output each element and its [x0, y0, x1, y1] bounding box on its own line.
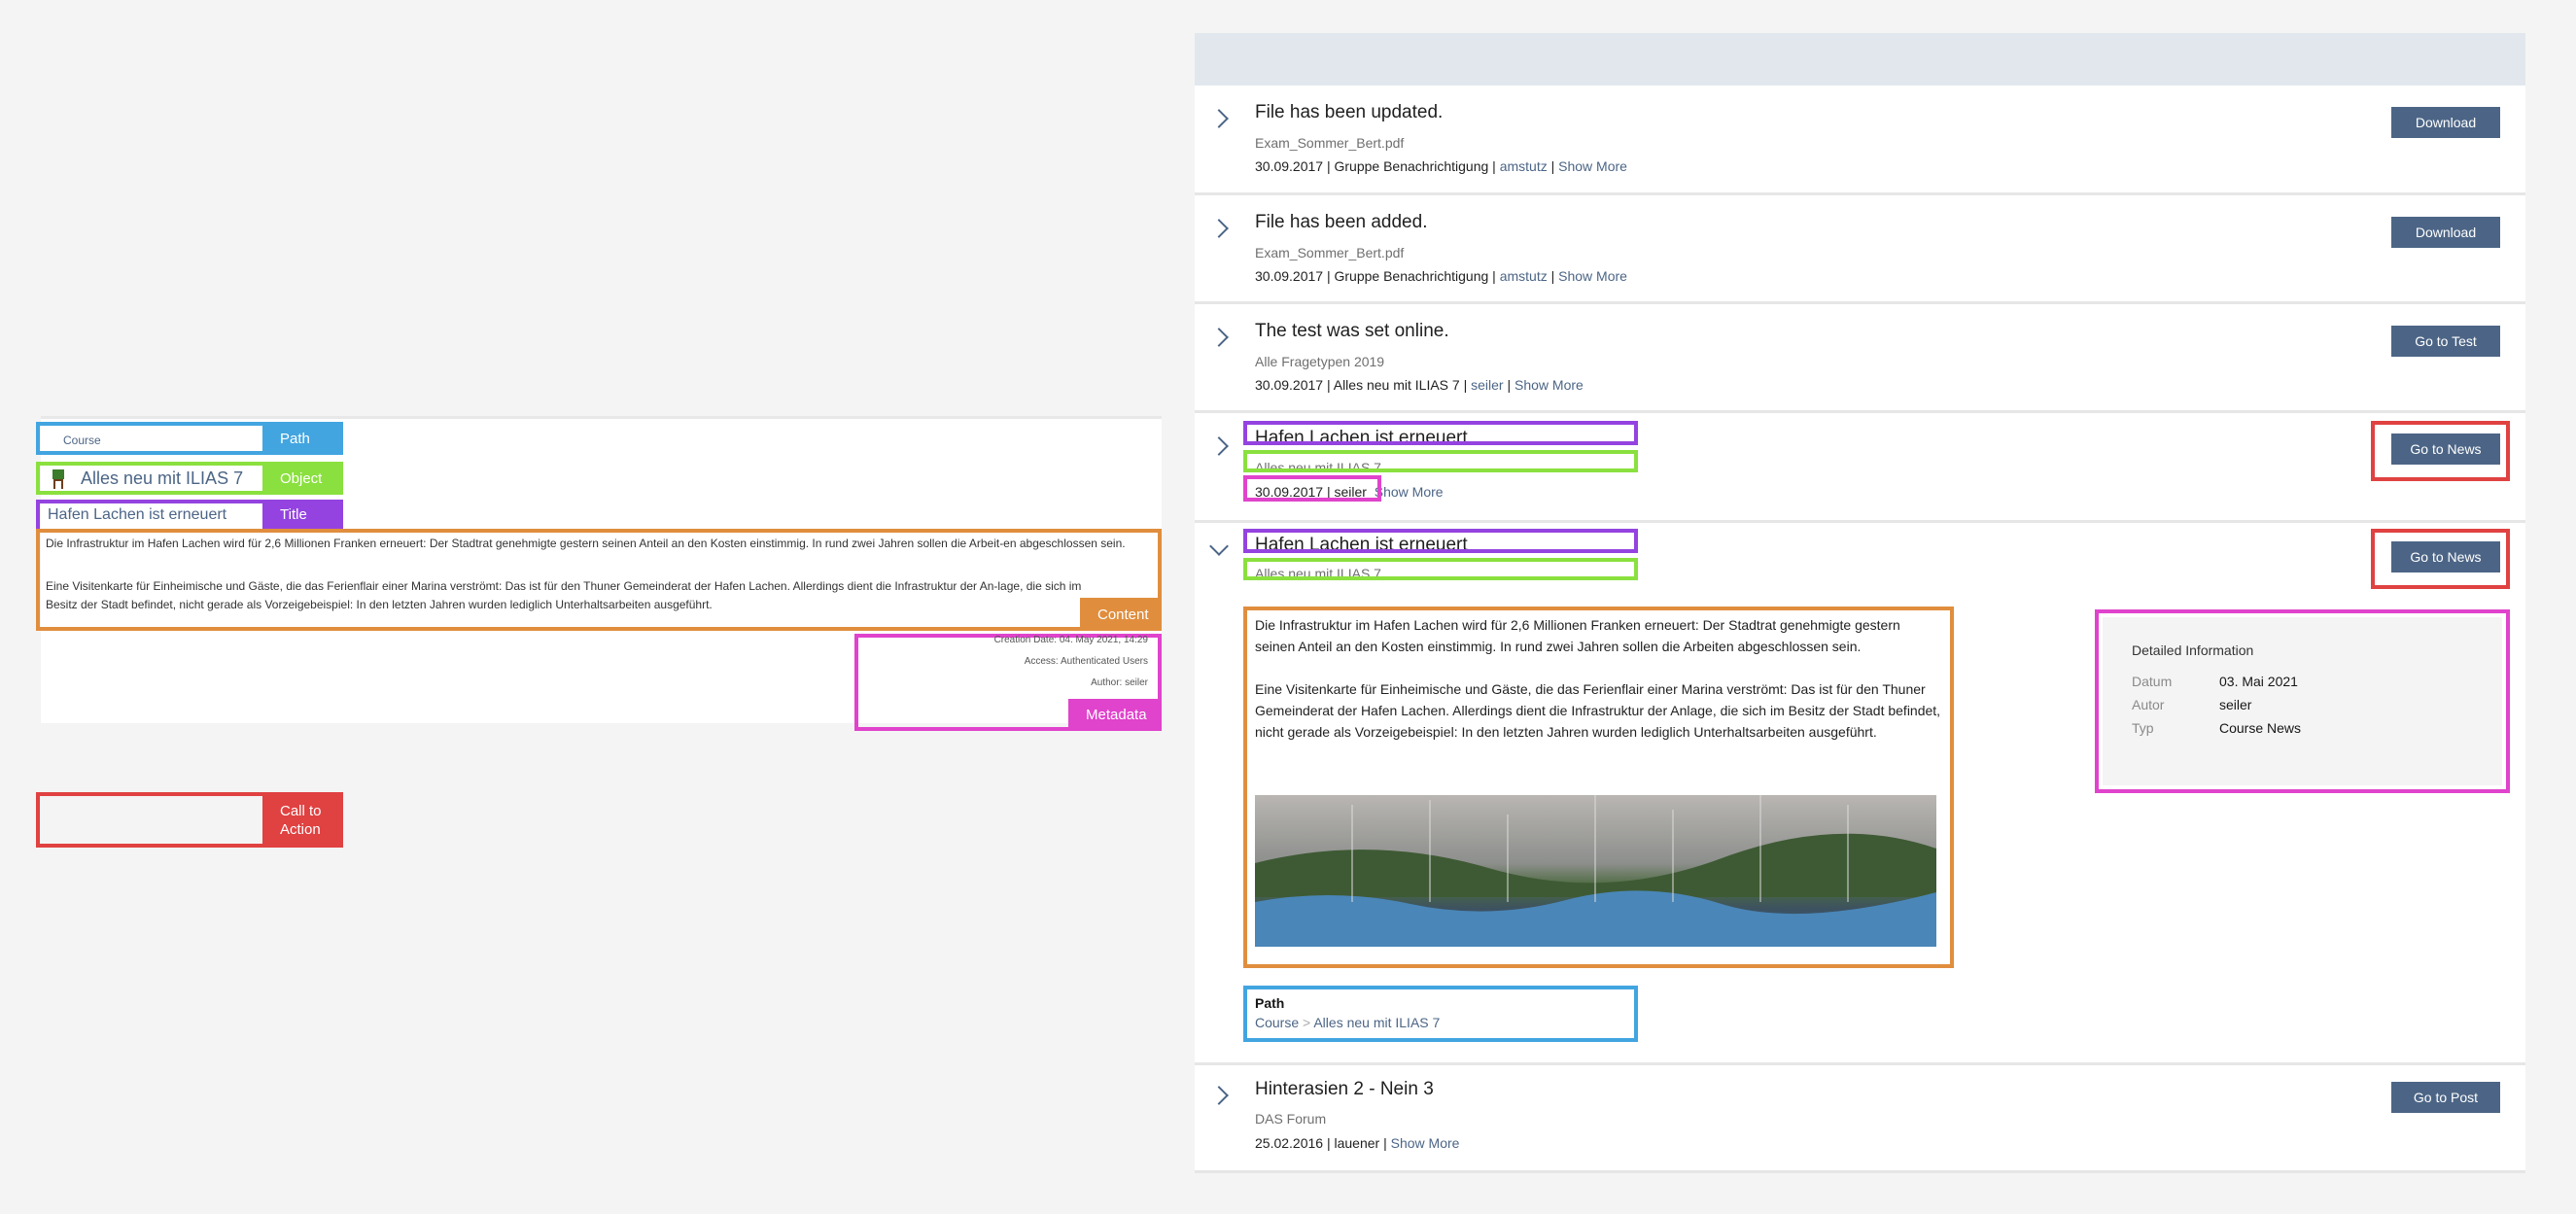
- content-tag: Content: [1080, 598, 1162, 631]
- content-paragraph-1: Die Infrastruktur im Hafen Lachen wird f…: [46, 537, 1126, 550]
- item-author[interactable]: amstutz: [1499, 158, 1548, 174]
- detail-value: Course News: [2219, 720, 2302, 736]
- details-heading: Detailed Information: [2132, 642, 2254, 658]
- item-subtitle: DAS Forum: [1255, 1111, 1327, 1127]
- breadcrumb-object[interactable]: Alles neu mit ILIAS 7: [1313, 1015, 1441, 1030]
- path-label: Path: [1255, 995, 1285, 1011]
- list-item[interactable]: Hinterasien 2 - Nein 3 DAS Forum 25.02.2…: [1195, 1065, 2525, 1173]
- item-date: 30.09.2017: [1255, 484, 1324, 500]
- detailed-information-box: Detailed Information Datum 03. Mai 2021 A…: [2103, 617, 2502, 785]
- show-more-link[interactable]: Show More: [1558, 158, 1627, 174]
- breadcrumb-course[interactable]: Course: [1255, 1015, 1300, 1030]
- item-context: Gruppe Benachrichtigung: [1334, 268, 1489, 284]
- detail-key: Datum: [2132, 674, 2173, 689]
- item-meta: 30.09.2017 | Gruppe Benachrichtigung | a…: [1255, 268, 1627, 284]
- go-to-news-button[interactable]: Go to News: [2391, 541, 2500, 572]
- list-header: [1195, 33, 2525, 86]
- legend-card: [41, 416, 1162, 723]
- item-title[interactable]: The test was set online.: [1255, 321, 1449, 341]
- item-context: Alles neu mit ILIAS 7: [1333, 377, 1460, 393]
- item-subtitle: Alle Fragetypen 2019: [1255, 354, 1385, 369]
- title-tag: Title: [262, 500, 343, 529]
- list-item[interactable]: Hafen Lachen ist erneuert Alles neu mit …: [1195, 413, 2525, 523]
- item-title[interactable]: Hinterasien 2 - Nein 3: [1255, 1079, 1434, 1099]
- list-item-expanded[interactable]: Hafen Lachen ist erneuert Alles neu mit …: [1195, 523, 2525, 1065]
- metadata-annotation: [1243, 475, 1381, 502]
- item-author[interactable]: seiler: [1471, 377, 1504, 393]
- chevron-right-icon[interactable]: [1209, 109, 1229, 128]
- breadcrumb: Course > Alles neu mit ILIAS 7: [1255, 1013, 1626, 1032]
- cta-annotation: [2371, 421, 2510, 481]
- go-to-post-button[interactable]: Go to Post: [2391, 1082, 2500, 1113]
- item-date: 25.02.2016: [1255, 1135, 1324, 1151]
- object-tag: Object: [262, 462, 343, 495]
- object-annotation: [1243, 558, 1638, 580]
- item-meta: 30.09.2017 | seiler Show More: [1255, 484, 1444, 500]
- chevron-right-icon[interactable]: [1209, 436, 1229, 456]
- download-button[interactable]: Download: [2391, 217, 2500, 248]
- go-to-news-button[interactable]: Go to News: [2391, 434, 2500, 465]
- title-sample: Hafen Lachen ist erneuert: [48, 506, 227, 523]
- path-tag: Path: [262, 422, 343, 455]
- list-item[interactable]: File has been updated. Exam_Sommer_Bert.…: [1195, 86, 2525, 195]
- chevron-right-icon[interactable]: [1209, 1086, 1229, 1105]
- content-annotation: Die Infrastruktur im Hafen Lachen wird f…: [36, 529, 1162, 631]
- item-author[interactable]: amstutz: [1499, 268, 1548, 284]
- author: Author: seiler: [1091, 677, 1148, 688]
- title-annotation: [1243, 421, 1638, 445]
- list-item[interactable]: The test was set online. Alle Fragetypen…: [1195, 304, 2525, 413]
- detail-key: Typ: [2132, 720, 2154, 736]
- content-paragraph-2: Eine Visitenkarte für Einheimische und G…: [1255, 681, 1941, 740]
- item-meta: 30.09.2017 | Gruppe Benachrichtigung | a…: [1255, 158, 1627, 174]
- notification-list: File has been updated. Exam_Sommer_Bert.…: [1195, 33, 2525, 1173]
- show-more-link[interactable]: Show More: [1374, 484, 1444, 500]
- chevron-right-icon[interactable]: [1209, 328, 1229, 347]
- creation-date: Creation Date: 04. May 2021, 14:29: [993, 635, 1148, 645]
- item-subtitle: Exam_Sommer_Bert.pdf: [1255, 135, 1405, 151]
- access: Access: Authenticated Users: [1024, 656, 1148, 667]
- item-author: seiler: [1334, 484, 1367, 500]
- item-author: lauener: [1334, 1135, 1380, 1151]
- object-sample: Alles neu mit ILIAS 7: [81, 468, 244, 488]
- item-meta: 25.02.2016 | lauener | Show More: [1255, 1135, 1460, 1151]
- detail-value: 03. Mai 2021: [2219, 674, 2298, 689]
- path-sample: Course: [63, 434, 101, 447]
- chevron-right-icon[interactable]: [1209, 219, 1229, 238]
- metadata-tag: Metadata: [1068, 699, 1162, 731]
- cta-label-2: Action: [280, 820, 321, 838]
- content-paragraph-2: Eine Visitenkarte für Einheimische und G…: [46, 579, 1082, 611]
- title-annotation: [1243, 529, 1638, 553]
- cta-tag: Call to Action: [262, 792, 343, 848]
- list-item[interactable]: File has been added. Exam_Sommer_Bert.pd…: [1195, 195, 2525, 304]
- item-subtitle: Exam_Sommer_Bert.pdf: [1255, 245, 1405, 260]
- metadata-annotation: Creation Date: 04. May 2021, 14:29 Acces…: [854, 634, 1162, 731]
- metadata-annotation: Detailed Information Datum 03. Mai 2021 A…: [2095, 609, 2510, 793]
- detail-key: Autor: [2132, 697, 2165, 712]
- item-meta: 30.09.2017 | Alles neu mit ILIAS 7 | sei…: [1255, 377, 1584, 393]
- cta-annotation: [2371, 529, 2510, 589]
- marina-image: [1255, 795, 1936, 947]
- chevron-down-icon[interactable]: [1209, 537, 1229, 556]
- item-date: 30.09.2017: [1255, 158, 1324, 174]
- content-paragraph-1: Die Infrastruktur im Hafen Lachen wird f…: [1255, 617, 1900, 654]
- course-icon: [52, 469, 65, 489]
- breadcrumb-separator: >: [1303, 1015, 1311, 1030]
- show-more-link[interactable]: Show More: [1514, 377, 1584, 393]
- show-more-link[interactable]: Show More: [1558, 268, 1627, 284]
- item-date: 30.09.2017: [1255, 377, 1324, 393]
- detail-value: seiler: [2219, 697, 2252, 712]
- item-title[interactable]: File has been added.: [1255, 212, 1428, 232]
- go-to-test-button[interactable]: Go to Test: [2391, 326, 2500, 357]
- path-annotation: Path Course > Alles neu mit ILIAS 7: [1243, 986, 1638, 1042]
- content-annotation: Die Infrastruktur im Hafen Lachen wird f…: [1243, 607, 1954, 968]
- object-annotation: [1243, 450, 1638, 472]
- show-more-link[interactable]: Show More: [1390, 1135, 1460, 1151]
- cta-label-1: Call to: [280, 802, 322, 819]
- item-title[interactable]: File has been updated.: [1255, 102, 1444, 122]
- item-date: 30.09.2017: [1255, 268, 1324, 284]
- download-button[interactable]: Download: [2391, 107, 2500, 138]
- item-context: Gruppe Benachrichtigung: [1334, 158, 1489, 174]
